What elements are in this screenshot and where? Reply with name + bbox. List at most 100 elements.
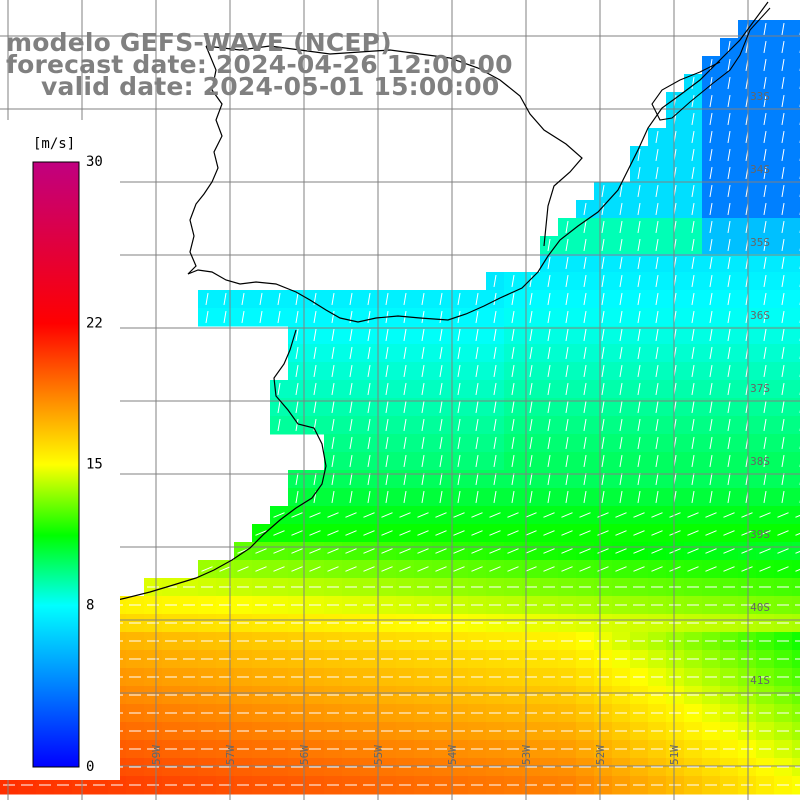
- wind-arrow: [619, 275, 623, 287]
- wind-arrow: [619, 437, 623, 449]
- wind-arrow: [511, 455, 515, 467]
- wind-arrow: [385, 455, 389, 467]
- wind-arrow: [601, 383, 605, 395]
- wind-arrow: [331, 437, 335, 449]
- lat-label: 39S: [750, 528, 770, 541]
- wind-arrow: [561, 512, 573, 518]
- wind-arrow: [489, 548, 501, 554]
- wind-arrow: [763, 221, 767, 233]
- wind-arrow: [565, 329, 569, 341]
- wind-arrow: [705, 530, 717, 536]
- wind-arrow: [489, 530, 501, 536]
- wind-arrow: [457, 383, 461, 395]
- wind-arrow: [727, 491, 731, 503]
- coastline-land-boundary: [187, 1, 769, 323]
- wind-arrow: [525, 566, 537, 572]
- wind-arrow: [561, 530, 573, 536]
- wind-arrow: [709, 293, 713, 305]
- wind-arrow: [579, 566, 591, 572]
- wind-arrow: [367, 401, 371, 413]
- wind-arrow: [709, 239, 713, 251]
- colorbar: [m/s] 30 22 15 8 0: [0, 120, 120, 780]
- wind-arrow: [385, 473, 389, 485]
- wind-arrow: [273, 512, 285, 518]
- wind-arrow: [475, 473, 479, 485]
- wind-arrow: [709, 275, 713, 287]
- wind-arrow: [597, 566, 609, 572]
- wind-arrow: [763, 311, 767, 323]
- wind-arrow: [417, 548, 429, 554]
- wind-arrow: [619, 455, 623, 467]
- wind-arrow: [511, 365, 515, 377]
- wind-arrow: [727, 167, 731, 179]
- wind-arrow: [781, 185, 785, 197]
- wind-arrow: [583, 419, 587, 431]
- wind-arrow: [601, 347, 605, 359]
- wind-arrow: [421, 347, 425, 359]
- wind-arrow: [763, 491, 767, 503]
- wind-arrow: [583, 257, 587, 269]
- wind-arrow: [583, 401, 587, 413]
- wind-arrow: [619, 329, 623, 341]
- wind-arrow: [619, 221, 623, 233]
- wind-arrow: [709, 311, 713, 323]
- wind-arrow: [385, 419, 389, 431]
- wind-arrow: [457, 311, 461, 323]
- wind-arrow: [727, 437, 731, 449]
- wind-arrow: [507, 548, 519, 554]
- wind-arrow: [295, 401, 299, 413]
- wind-arrow: [457, 491, 461, 503]
- wind-arrow: [291, 566, 303, 572]
- wind-arrow: [457, 347, 461, 359]
- lon-label: 56W: [298, 745, 311, 765]
- wind-arrow: [615, 548, 627, 554]
- wind-arrow: [619, 203, 623, 215]
- wind-arrow: [547, 347, 551, 359]
- wind-arrow: [543, 512, 555, 518]
- wind-arrow: [727, 455, 731, 467]
- wind-arrow: [327, 530, 339, 536]
- wind-arrow: [381, 512, 393, 518]
- wind-arrow: [381, 530, 393, 536]
- wind-arrow: [619, 293, 623, 305]
- wind-arrow: [763, 185, 767, 197]
- wind-arrow: [475, 455, 479, 467]
- wind-arrow: [781, 113, 785, 125]
- lat-label: 34S: [750, 163, 770, 176]
- wind-arrow: [475, 437, 479, 449]
- wind-arrow: [363, 566, 375, 572]
- wind-arrow: [291, 530, 303, 536]
- wind-arrow: [655, 329, 659, 341]
- wind-arrow: [309, 530, 321, 536]
- wind-arrow: [781, 41, 785, 53]
- wind-arrow: [475, 311, 479, 323]
- wind-arrow: [637, 167, 641, 179]
- wind-arrow: [709, 383, 713, 395]
- wind-arrow: [709, 149, 713, 161]
- wind-arrow: [759, 530, 771, 536]
- wind-arrow: [403, 347, 407, 359]
- wind-arrow: [691, 365, 695, 377]
- wind-arrow: [709, 203, 713, 215]
- wind-arrow: [619, 257, 623, 269]
- wind-arrow: [781, 149, 785, 161]
- wind-arrow: [727, 221, 731, 233]
- wind-arrow: [655, 437, 659, 449]
- wind-arrow: [547, 365, 551, 377]
- wind-arrow: [763, 131, 767, 143]
- field-cell: [792, 20, 800, 39]
- wind-arrow: [655, 167, 659, 179]
- wind-arrow: [655, 275, 659, 287]
- wind-arrow: [385, 491, 389, 503]
- wind-arrow: [583, 239, 587, 251]
- wind-arrow: [687, 566, 699, 572]
- wind-arrow: [453, 548, 465, 554]
- wind-arrow: [583, 347, 587, 359]
- wind-arrow: [763, 383, 767, 395]
- wind-arrow: [201, 566, 213, 572]
- field-cell: [792, 560, 800, 579]
- wind-arrow: [439, 293, 443, 305]
- wind-arrow: [727, 131, 731, 143]
- wind-arrow: [781, 311, 785, 323]
- wind-arrow: [763, 293, 767, 305]
